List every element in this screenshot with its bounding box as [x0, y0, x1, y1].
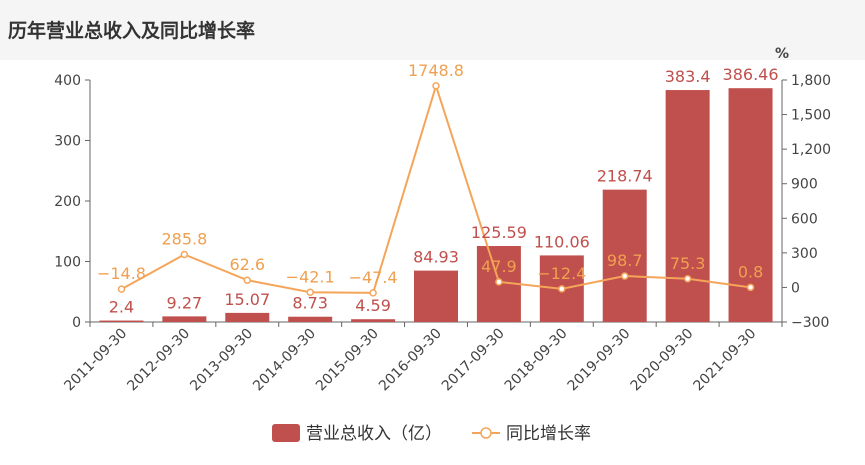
revenue-bar-label: 2.4 — [109, 298, 134, 317]
revenue-bar-label: 9.27 — [167, 293, 203, 312]
growth-point-label: 285.8 — [161, 229, 207, 248]
growth-point-label: −47.4 — [349, 268, 398, 287]
growth-point — [683, 275, 692, 283]
growth-point — [306, 288, 314, 297]
revenue-bar — [665, 90, 710, 322]
growth-point — [558, 285, 566, 293]
title-bar: 历年营业总收入及同比增长率 — [0, 0, 865, 60]
x-axis-tick-label: 2021-09-30 — [691, 326, 760, 395]
right-axis-tick-label: 1,200 — [791, 142, 831, 158]
right-axis-tick-label: −300 — [791, 315, 829, 331]
right-axis-tick-label: 600 — [791, 211, 818, 227]
revenue-bar — [288, 316, 333, 322]
right-axis-tick-label: 1,800 — [791, 73, 831, 89]
x-axis-tick-label: 2012-09-30 — [124, 326, 193, 395]
left-axis-tick-label: 300 — [54, 134, 81, 150]
x-axis-tick-label: 2020-09-30 — [628, 326, 697, 395]
legend-bar-label: 营业总收入（亿） — [306, 424, 442, 444]
growth-point-label: 75.3 — [670, 254, 706, 273]
revenue-bar-label: 383.4 — [665, 67, 711, 86]
left-axis-tick-label: 0 — [72, 315, 81, 331]
legend-line-marker — [480, 427, 492, 439]
growth-point-label: 0.8 — [738, 262, 763, 281]
growth-point — [432, 82, 440, 90]
revenue-bar-label: 218.74 — [597, 167, 653, 186]
growth-point — [180, 250, 189, 259]
revenue-bar-label: 386.46 — [723, 65, 779, 84]
revenue-bar — [728, 88, 773, 322]
x-axis-tick-label: 2019-09-30 — [565, 326, 634, 395]
revenue-bar — [602, 189, 647, 322]
revenue-bar-label: 125.59 — [471, 223, 527, 242]
revenue-bar-label: 4.59 — [355, 296, 391, 315]
growth-point — [620, 272, 629, 280]
growth-point-label: −42.1 — [286, 267, 335, 286]
left-axis-tick-label: 400 — [54, 73, 81, 89]
growth-point — [369, 289, 377, 297]
revenue-bar-label: 84.93 — [413, 248, 459, 267]
right-axis-tick-label: 300 — [791, 246, 818, 262]
x-axis-tick-label: 2013-09-30 — [187, 326, 256, 395]
growth-point — [746, 283, 755, 292]
revenue-bar-label: 110.06 — [534, 232, 590, 251]
growth-point-label: 62.6 — [229, 255, 265, 274]
right-axis-tick-label: 0 — [791, 280, 800, 296]
growth-point-label: −12.4 — [537, 264, 586, 283]
growth-point — [117, 285, 126, 293]
x-axis-tick-label: 2016-09-30 — [376, 326, 445, 395]
revenue-bar — [99, 320, 144, 322]
revenue-bar-label: 8.73 — [292, 294, 328, 313]
growth-point — [495, 278, 503, 286]
x-axis-tick-label: 2014-09-30 — [250, 326, 319, 395]
left-axis-tick-label: 200 — [54, 194, 81, 210]
revenue-bar — [414, 270, 458, 322]
right-axis-tick-label: 1,500 — [791, 108, 831, 124]
x-axis-tick-label: 2018-09-30 — [502, 326, 571, 395]
right-axis-unit: % — [775, 46, 789, 62]
legend-bar-swatch — [272, 424, 300, 442]
left-axis-tick-label: 100 — [54, 255, 81, 271]
growth-point-label: 98.7 — [607, 251, 643, 270]
x-axis-tick-label: 2011-09-30 — [61, 326, 130, 395]
right-axis-tick-label: 900 — [791, 177, 818, 193]
revenue-bar — [225, 312, 270, 322]
revenue-bar — [162, 316, 207, 322]
legend-line-label: 同比增长率 — [506, 424, 591, 444]
x-axis-tick-label: 2015-09-30 — [313, 326, 382, 395]
growth-point-label: 1748.8 — [408, 61, 464, 80]
growth-point — [243, 276, 252, 284]
chart-title: 历年营业总收入及同比增长率 — [8, 20, 256, 42]
revenue-bar — [351, 319, 396, 322]
growth-point-label: 47.9 — [481, 257, 517, 276]
revenue-bar-label: 15.07 — [224, 290, 270, 309]
x-axis-tick-label: 2017-09-30 — [439, 326, 508, 395]
growth-point-label: −14.8 — [97, 264, 146, 283]
